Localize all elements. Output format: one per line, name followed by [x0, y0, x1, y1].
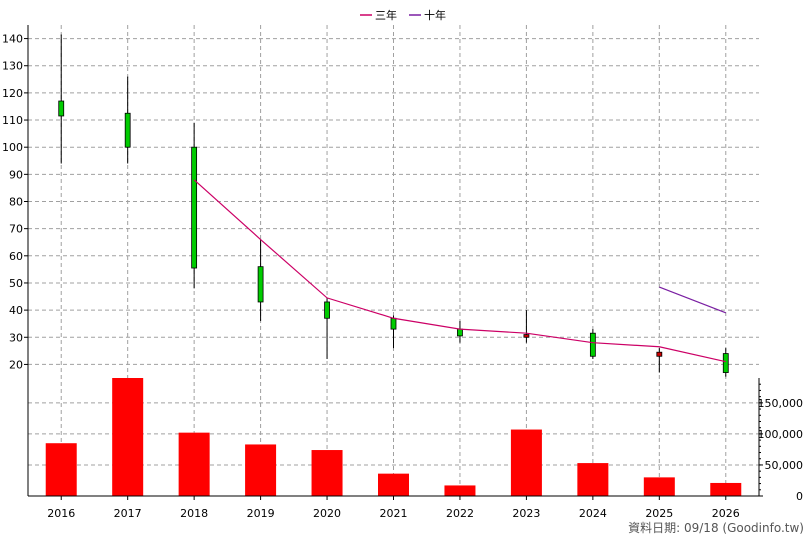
- candle-body: [656, 351, 663, 357]
- series-line-2: [659, 286, 726, 314]
- candle-body: [324, 301, 330, 319]
- price-tick-label: 100: [2, 141, 23, 154]
- price-tick-label: 110: [2, 114, 23, 127]
- candle-body: [124, 112, 131, 148]
- candle-body: [58, 100, 65, 117]
- price-tick-label: 50: [9, 277, 23, 290]
- price-tick-label: 80: [9, 196, 23, 209]
- candle-body: [257, 266, 264, 303]
- legend-label: 十年: [424, 8, 446, 22]
- x-tick-label: 2021: [380, 507, 408, 520]
- x-tick-label: 2016: [47, 507, 75, 520]
- price-tick-label: 40: [9, 304, 23, 317]
- price-tick-label: 140: [2, 33, 23, 46]
- candle-body: [191, 146, 198, 269]
- x-tick-label: 2026: [712, 507, 740, 520]
- series-line-1: [193, 179, 726, 363]
- x-tick-label: 2019: [247, 507, 275, 520]
- price-tick-label: 90: [9, 168, 23, 181]
- volume-tick-label: 150,000: [758, 397, 804, 410]
- x-tick-label: 2017: [114, 507, 142, 520]
- x-tick-label: 2018: [180, 507, 208, 520]
- x-tick-label: 2022: [446, 507, 474, 520]
- volume-bar: [710, 482, 742, 496]
- legend-label: 三年: [375, 8, 397, 22]
- price-tick-label: 70: [9, 223, 23, 236]
- x-tick-label: 2023: [512, 507, 540, 520]
- candle-body: [523, 334, 530, 338]
- x-tick-label: 2025: [645, 507, 673, 520]
- candle-body: [589, 332, 596, 357]
- price-tick-label: 120: [2, 87, 23, 100]
- volume-panel: [45, 378, 742, 496]
- volume-bar: [510, 429, 542, 496]
- volume-tick-label: 50,000: [765, 459, 804, 472]
- volume-bar: [378, 473, 409, 496]
- price-tick-label: 30: [9, 331, 23, 344]
- volume-bar: [311, 450, 343, 496]
- legend: 三年 十年: [360, 8, 446, 22]
- volume-bar: [178, 432, 210, 496]
- volume-tick-label: 100,000: [758, 428, 804, 441]
- volume-bar: [444, 485, 476, 496]
- axes: 140 130 120 110 100 90 80 70 60 50 40 30 20 150,000 10…: [2, 25, 803, 520]
- price-tick-label: 60: [9, 250, 23, 263]
- price-tick-label: 130: [2, 60, 23, 73]
- x-tick-label: 2024: [579, 507, 607, 520]
- volume-bar: [643, 477, 675, 496]
- candle-body: [390, 317, 397, 330]
- grid: [28, 25, 759, 497]
- candle-body: [457, 328, 463, 337]
- price-panel: [58, 34, 729, 377]
- volume-bar: [245, 444, 277, 496]
- candle-body: [722, 353, 729, 373]
- volume-bar: [112, 378, 144, 496]
- x-tick-label: 2020: [313, 507, 341, 520]
- volume-tick-label: 0: [796, 490, 803, 503]
- price-tick-label: 20: [9, 358, 23, 371]
- volume-bar: [45, 443, 77, 496]
- volume-bar: [577, 463, 609, 496]
- source-label: 資料日期: 09/18 (Goodinfo.tw): [628, 521, 804, 535]
